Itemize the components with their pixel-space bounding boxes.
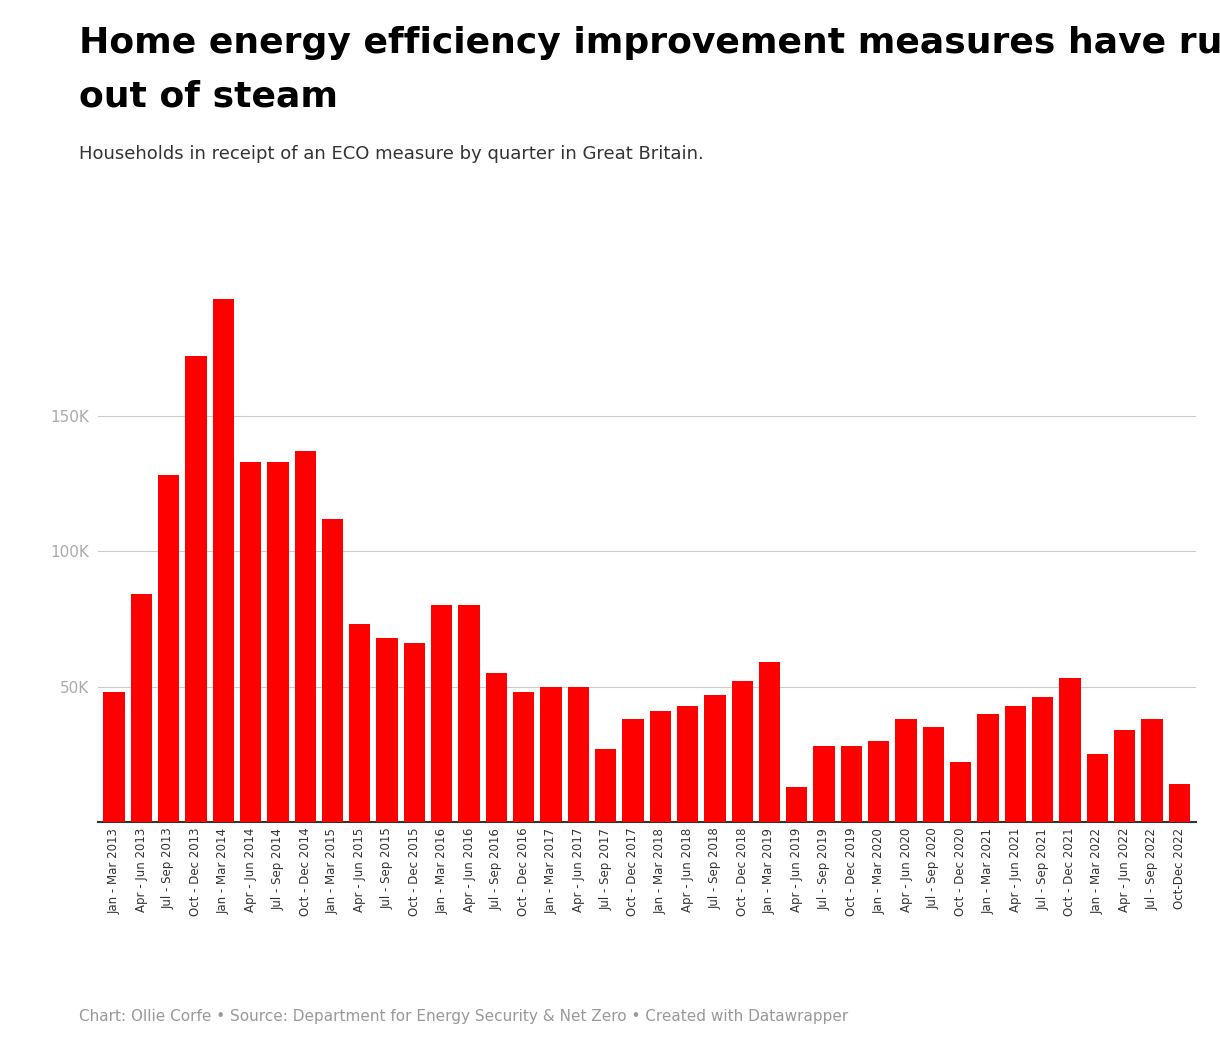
Bar bbox=[459, 605, 479, 822]
Bar bbox=[540, 686, 561, 822]
Bar bbox=[704, 695, 726, 822]
Bar bbox=[895, 719, 916, 822]
Bar bbox=[514, 692, 534, 822]
Bar bbox=[431, 605, 453, 822]
Bar bbox=[486, 674, 508, 822]
Bar bbox=[1032, 698, 1053, 822]
Bar bbox=[104, 692, 124, 822]
Bar bbox=[922, 727, 944, 822]
Bar bbox=[567, 686, 589, 822]
Bar bbox=[677, 705, 698, 822]
Bar bbox=[869, 741, 889, 822]
Text: Home energy efficiency improvement measures have run: Home energy efficiency improvement measu… bbox=[79, 26, 1220, 60]
Bar bbox=[349, 624, 371, 822]
Bar bbox=[1087, 755, 1108, 822]
Bar bbox=[294, 451, 316, 822]
Text: Chart: Ollie Corfe • Source: Department for Energy Security & Net Zero • Created: Chart: Ollie Corfe • Source: Department … bbox=[79, 1010, 849, 1024]
Bar bbox=[1141, 719, 1163, 822]
Bar bbox=[1169, 784, 1190, 822]
Bar bbox=[267, 462, 288, 822]
Text: Households in receipt of an ECO measure by quarter in Great Britain.: Households in receipt of an ECO measure … bbox=[79, 145, 704, 163]
Bar bbox=[322, 519, 343, 822]
Bar bbox=[1114, 730, 1136, 822]
Bar bbox=[814, 746, 834, 822]
Bar bbox=[131, 594, 152, 822]
Bar bbox=[649, 711, 671, 822]
Text: out of steam: out of steam bbox=[79, 79, 338, 113]
Bar bbox=[377, 638, 398, 822]
Bar bbox=[786, 787, 808, 822]
Bar bbox=[977, 714, 999, 822]
Bar bbox=[240, 462, 261, 822]
Bar bbox=[404, 643, 425, 822]
Bar bbox=[595, 749, 616, 822]
Bar bbox=[759, 662, 780, 822]
Bar bbox=[732, 681, 753, 822]
Bar bbox=[212, 299, 234, 822]
Bar bbox=[185, 356, 206, 822]
Bar bbox=[841, 746, 863, 822]
Bar bbox=[950, 762, 971, 822]
Bar bbox=[1005, 705, 1026, 822]
Bar bbox=[1059, 679, 1081, 822]
Bar bbox=[622, 719, 644, 822]
Bar bbox=[157, 475, 179, 822]
